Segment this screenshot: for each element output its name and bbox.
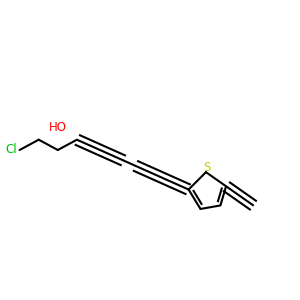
Text: HO: HO (49, 121, 67, 134)
Text: S: S (204, 161, 211, 174)
Text: Cl: Cl (6, 143, 17, 157)
